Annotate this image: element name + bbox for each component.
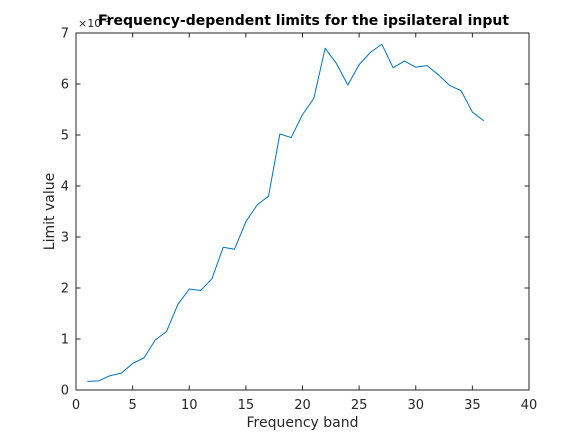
x-tick-label: 25	[351, 398, 368, 413]
data-point	[166, 331, 167, 332]
data-point	[177, 304, 178, 305]
x-tick-label: 30	[407, 398, 424, 413]
chart-title: Frequency-dependent limits for the ipsil…	[98, 13, 509, 29]
data-point	[370, 52, 371, 53]
y-tick-label: 0	[61, 384, 69, 399]
data-point	[449, 85, 450, 86]
y-tick-label: 5	[61, 129, 69, 144]
x-tick-label: 40	[521, 398, 538, 413]
data-point	[98, 380, 99, 381]
data-point	[347, 84, 348, 85]
data-point	[223, 247, 224, 248]
data-point	[155, 339, 156, 340]
y-tick-label: 4	[61, 180, 69, 195]
data-point	[302, 114, 303, 115]
data-point	[336, 63, 337, 64]
data-point	[404, 60, 405, 61]
data-point	[359, 64, 360, 65]
y-axis-label: Limit value	[42, 173, 58, 250]
y-axis-exponent: ×10-3	[78, 15, 110, 30]
plot-area-frame	[75, 32, 530, 391]
y-axis-exponent-base: ×10	[78, 17, 101, 30]
data-point	[143, 357, 144, 358]
x-axis-label: Frequency band	[247, 415, 359, 431]
data-point	[132, 363, 133, 364]
data-point	[393, 67, 394, 68]
data-point	[472, 111, 473, 112]
y-tick-label: 3	[61, 231, 69, 246]
x-axis-ticks: 0 5 10 15 20 25 30 35 40	[72, 33, 537, 413]
x-tick-label: 20	[294, 398, 311, 413]
data-point	[257, 204, 258, 205]
data-point	[109, 375, 110, 376]
data-point	[121, 373, 122, 374]
data-point	[325, 48, 326, 49]
x-tick-label: 5	[128, 398, 136, 413]
data-point	[279, 133, 280, 134]
data-point	[415, 67, 416, 68]
series-line-0	[87, 43, 485, 382]
data-point	[460, 90, 461, 91]
data-point	[234, 249, 235, 250]
x-tick-label: 35	[464, 398, 481, 413]
data-point	[291, 137, 292, 138]
data-point	[438, 74, 439, 75]
x-tick-label: 0	[72, 398, 80, 413]
data-point	[313, 98, 314, 99]
series-layer	[87, 43, 485, 382]
y-tick-label: 6	[61, 78, 69, 93]
data-point	[245, 221, 246, 222]
y-axis-exponent-power: -3	[101, 15, 110, 25]
x-tick-label: 15	[238, 398, 255, 413]
x-tick-label: 10	[181, 398, 198, 413]
data-point	[381, 44, 382, 45]
data-point	[426, 65, 427, 66]
y-tick-label: 1	[61, 333, 69, 348]
data-point	[268, 196, 269, 197]
y-tick-label: 7	[61, 27, 69, 42]
data-point	[483, 120, 484, 121]
data-point	[211, 278, 212, 279]
data-point	[200, 290, 201, 291]
y-tick-label: 2	[61, 282, 69, 297]
data-point	[87, 381, 88, 382]
data-point	[189, 288, 190, 289]
